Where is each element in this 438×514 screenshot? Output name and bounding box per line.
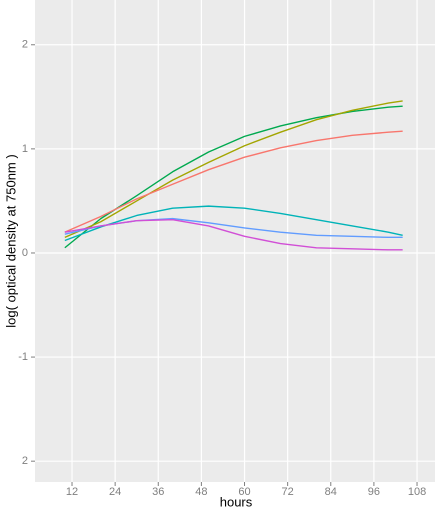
x-tick-label: 96 [368, 486, 380, 498]
y-axis-title: log( optical density at 750nm ) [3, 154, 18, 327]
series-line [64, 130, 403, 233]
y-tick-label: 2 [22, 39, 28, 51]
series-line [64, 205, 403, 242]
x-tick-label: 48 [195, 486, 207, 498]
x-tick-label: 12 [66, 486, 78, 498]
x-axis-title: hours [220, 494, 253, 509]
x-tick-label: 60 [238, 486, 250, 498]
y-tick-label: 2 [22, 455, 28, 467]
series-line [64, 100, 403, 238]
x-tick-label: 108 [408, 486, 426, 498]
plot-background [35, 0, 435, 482]
x-tick-label: 72 [282, 486, 294, 498]
x-tick-label: 24 [109, 486, 121, 498]
series-line [64, 218, 403, 251]
y-tick-label: -1 [18, 351, 28, 363]
x-tick-label: 36 [152, 486, 164, 498]
y-tick-label: 0 [22, 247, 28, 259]
y-tick-label: 1 [22, 143, 28, 155]
x-tick-label: 84 [325, 486, 337, 498]
series-line [64, 105, 403, 249]
